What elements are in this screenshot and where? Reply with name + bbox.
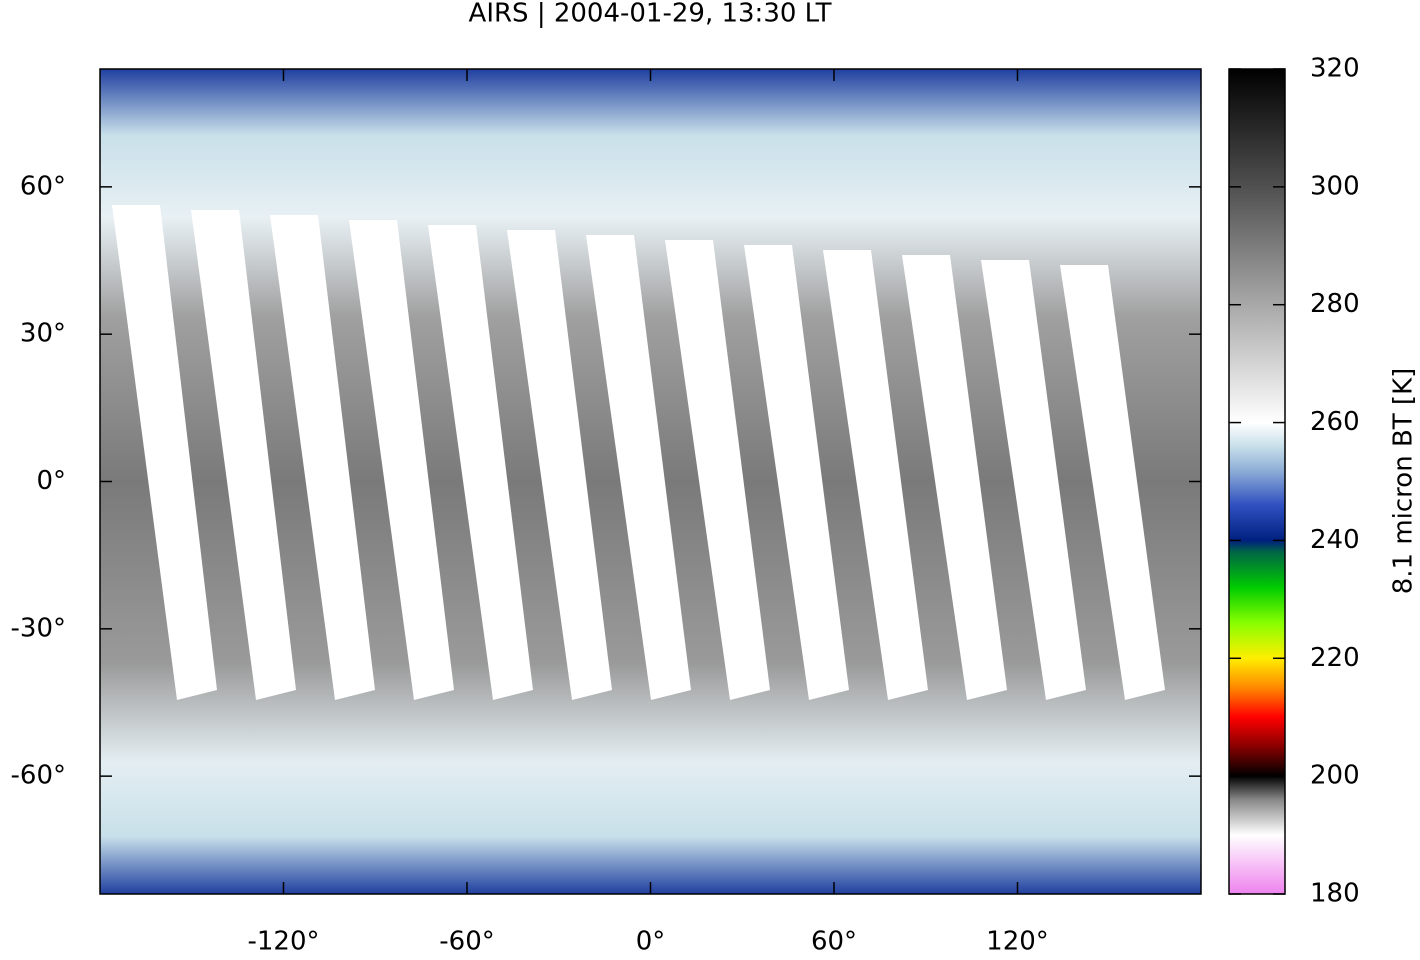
- data-gap: [112, 205, 217, 700]
- x-tick-label: -60°: [439, 927, 494, 957]
- data-gap: [665, 240, 770, 700]
- data-gap: [1060, 265, 1165, 700]
- x-tick-label: 60°: [811, 927, 857, 957]
- x-tick-label: 120°: [986, 927, 1049, 957]
- y-tick-label: 60°: [20, 171, 66, 201]
- colorbar-tick-label: 320: [1310, 54, 1360, 84]
- data-gap: [744, 245, 849, 700]
- data-gap: [981, 260, 1086, 700]
- data-gaps: [112, 205, 1165, 700]
- data-gap: [191, 210, 296, 700]
- chart-title: AIRS | 2004-01-29, 13:30 LT: [469, 0, 832, 29]
- data-gap: [586, 235, 691, 700]
- x-tick-label: 0°: [636, 927, 666, 957]
- data-gap: [507, 230, 612, 700]
- colorbar-tick-label: 200: [1310, 761, 1360, 791]
- data-gap: [823, 250, 928, 700]
- data-gap: [902, 255, 1007, 700]
- colorbar: [1228, 68, 1286, 895]
- colorbar-tick-label: 220: [1310, 643, 1360, 673]
- colorbar-tick-label: 280: [1310, 289, 1360, 319]
- colorbar-tick-label: 300: [1310, 171, 1360, 201]
- data-gap: [349, 220, 454, 700]
- y-tick-label: 0°: [36, 466, 66, 496]
- x-tick-label: -120°: [247, 927, 319, 957]
- y-tick-label: -60°: [11, 761, 66, 791]
- colorbar-tick-label: 180: [1310, 879, 1360, 909]
- colorbar-label: 8.1 micron BT [K]: [1389, 368, 1419, 595]
- y-tick-label: 30°: [20, 319, 66, 349]
- y-tick-label: -30°: [11, 613, 66, 643]
- colorbar-tick-label: 240: [1310, 525, 1360, 555]
- data-gap: [270, 215, 375, 700]
- colorbar-tick-label: 260: [1310, 407, 1360, 437]
- data-gap: [428, 225, 533, 700]
